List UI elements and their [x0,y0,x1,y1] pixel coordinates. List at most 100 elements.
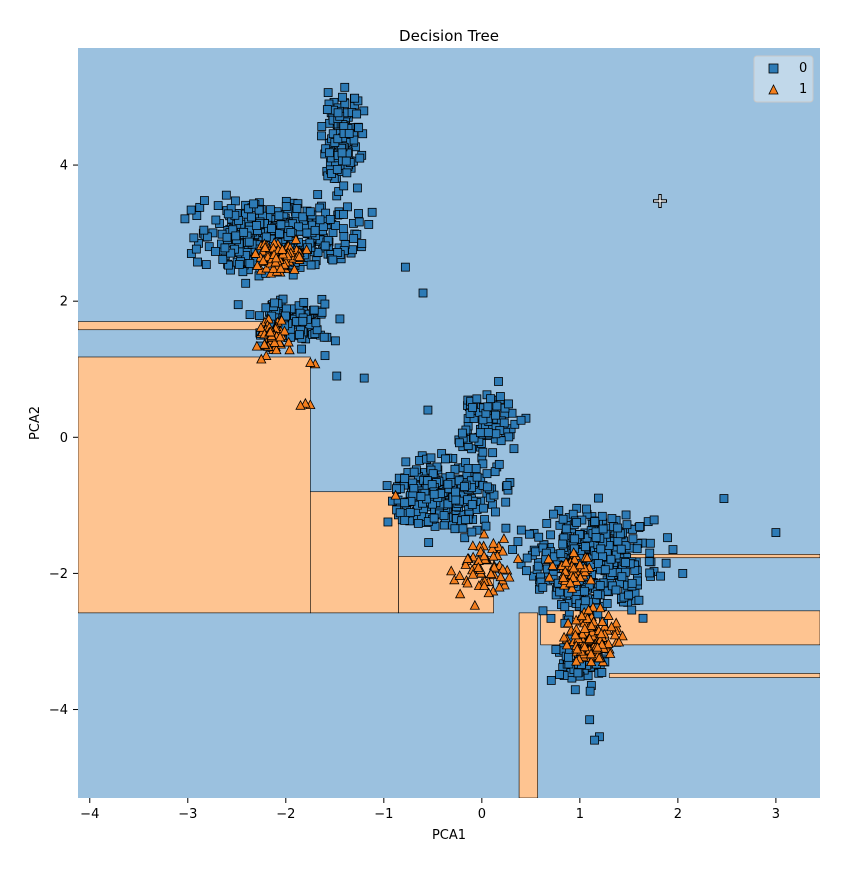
point-class-1-379 [571,655,582,666]
point-class-0-1028 [482,482,492,492]
point-class-0-1345 [542,519,552,528]
point-class-1-128 [251,340,263,351]
point-class-0-1386 [602,599,612,608]
point-class-1-350 [613,636,625,647]
point-class-0-1116 [627,605,637,615]
point-class-0-170 [223,260,233,270]
point-class-1-61 [259,242,271,252]
point-class-1-396 [256,353,267,364]
point-class-0-1027 [461,515,470,525]
point-class-1-394 [305,357,316,367]
point-class-0-1399 [570,534,580,544]
point-class-0-1471 [546,676,556,685]
point-class-1-240 [560,556,572,567]
point-class-0-1221 [549,509,558,519]
point-class-0-321 [245,259,255,268]
x-tick-label: −4 [80,807,99,822]
point-class-0-378 [328,255,338,265]
point-class-0-340 [302,228,312,238]
point-class-0-712 [492,401,502,411]
point-class-1-352 [577,628,588,639]
point-class-1-185 [497,563,508,574]
point-class-0-979 [467,527,477,537]
point-class-0-369 [261,232,271,242]
point-class-0-1353 [632,544,642,554]
point-class-1-318 [603,638,614,648]
point-class-0-247 [274,211,284,221]
point-class-0-1496 [678,569,688,578]
legend-marker-class-1 [768,84,779,95]
point-class-0-132 [353,183,362,193]
point-class-0-1158 [607,514,617,523]
point-class-0-1262 [613,536,623,546]
point-class-0-878 [489,490,499,500]
point-class-0-1417 [656,571,666,581]
point-class-0-161 [189,233,199,243]
point-class-0-332 [339,210,348,219]
point-class-0-1506 [661,558,671,568]
point-class-0-341 [315,215,325,225]
point-class-0-1402 [580,596,590,606]
point-class-0-144 [348,245,357,255]
point-class-0-823 [482,469,492,479]
point-class-0-1498 [771,528,781,537]
point-class-0-32 [313,190,323,199]
point-class-0-976 [428,469,438,479]
point-class-0-829 [481,521,491,531]
point-class-0-707 [504,432,514,442]
point-class-0-1260 [501,523,511,533]
point-class-0-1363 [590,517,600,526]
point-class-1-153 [512,553,524,563]
point-class-0-1416 [591,533,601,542]
point-class-1-193 [495,571,506,582]
point-class-0-450 [317,122,327,131]
point-class-0-1448 [570,685,580,695]
point-class-0-377 [292,204,302,213]
point-class-0-467 [355,153,365,163]
point-class-0-261 [354,209,363,218]
point-class-0-674 [509,444,519,454]
point-class-1-108 [271,344,282,355]
point-class-0-520 [354,123,364,133]
point-class-0-1039 [416,492,426,501]
point-class-0-1497 [719,494,729,503]
point-class-0-1034 [400,498,410,508]
point-class-0-199 [201,260,211,269]
point-class-0-1356 [525,529,534,539]
point-class-1-197 [462,553,473,563]
point-class-0-47 [211,215,221,225]
point-class-1-388 [584,633,595,643]
point-class-1-292 [595,602,606,613]
point-class-0-1352 [582,504,591,514]
point-class-0-1389 [628,534,638,544]
point-class-1-382 [570,629,581,640]
point-class-1-243 [543,553,554,564]
point-class-0-521 [341,156,351,166]
point-class-0-713 [486,394,495,404]
point-class-0-927 [491,507,500,517]
point-class-0-1312 [638,613,648,623]
point-class-1-177 [485,568,497,579]
point-class-0-373 [286,228,296,237]
point-class-0-1488 [551,645,561,654]
point-class-1-133 [276,314,287,325]
point-class-1-170 [460,559,471,569]
point-class-1-124 [259,338,270,349]
legend: 0 1 [753,55,814,103]
point-class-0-1410 [572,517,582,527]
point-class-0-1411 [613,523,623,533]
point-class-1-132 [261,350,272,360]
point-class-0-992 [405,508,415,517]
point-class-0-250 [321,208,331,218]
y-tick-label: 0 [60,431,68,446]
y-tick-label: −2 [49,567,68,582]
point-class-0-1491 [400,262,410,272]
point-class-1-196 [494,581,505,592]
point-class-0-1000 [451,487,460,497]
point-class-0-1395 [627,578,637,588]
point-class-1-190 [487,543,498,553]
point-class-0-983 [463,464,473,473]
point-class-0-1504 [423,405,433,415]
point-class-0-1368 [606,554,616,564]
